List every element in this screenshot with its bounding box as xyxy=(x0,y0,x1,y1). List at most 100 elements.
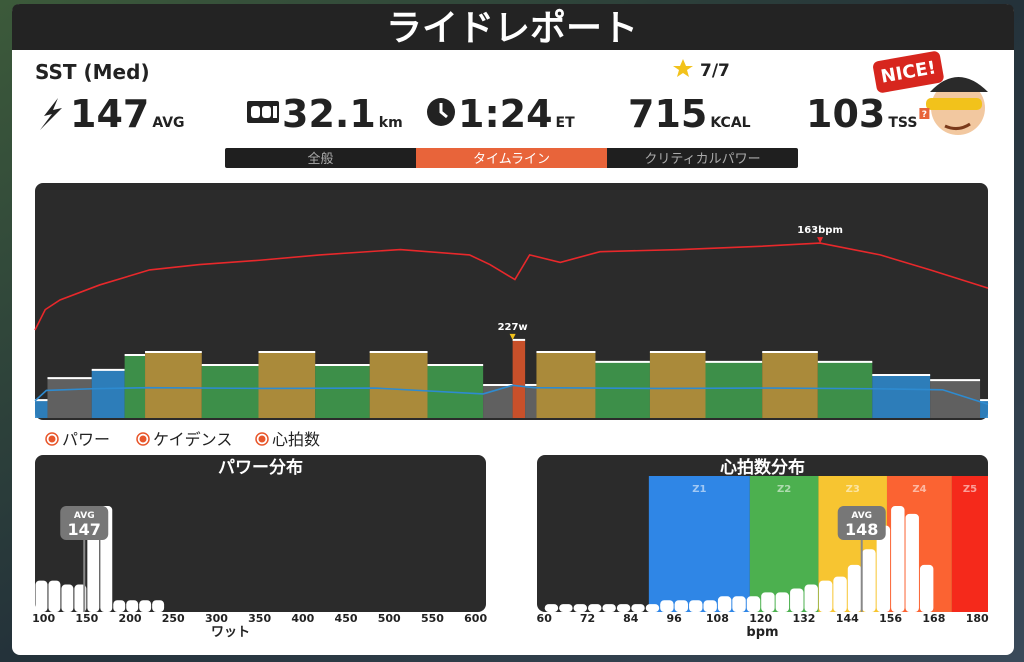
histogram-bar xyxy=(775,592,790,612)
histogram-bar xyxy=(113,600,126,612)
histogram-bar xyxy=(761,592,775,612)
histogram-bar xyxy=(818,580,833,612)
avg-badge xyxy=(837,506,886,540)
avg-badge xyxy=(60,506,109,540)
x-tick-label: 550 xyxy=(421,612,444,625)
power-zone-block xyxy=(762,351,818,418)
annotation-marker xyxy=(509,333,516,340)
histogram-bar xyxy=(717,596,732,612)
x-axis-label: bpm xyxy=(746,625,778,640)
workout-name: SST (Med) xyxy=(35,60,150,84)
histogram-bar xyxy=(862,549,876,612)
zone-label: Z1 xyxy=(692,484,706,495)
annotation-label: 163bpm xyxy=(797,225,843,236)
stat-value: 32.1 xyxy=(282,92,376,136)
x-tick-label: 400 xyxy=(291,612,314,625)
power-icon xyxy=(40,98,62,130)
histogram-title: 心拍数分布 xyxy=(720,457,805,478)
cadence-line xyxy=(34,384,989,405)
x-tick-label: 150 xyxy=(75,612,98,625)
star-count: 7/7 xyxy=(700,61,730,81)
histogram-bar xyxy=(35,580,48,612)
power-zone-block xyxy=(145,351,202,418)
power-zone-block xyxy=(536,351,596,418)
histogram-bar xyxy=(703,600,717,612)
avg-label: AVG xyxy=(74,511,95,521)
tab-label[interactable]: クリティカルパワー xyxy=(644,152,760,167)
x-tick-label: 100 xyxy=(32,612,55,625)
stat-value: 1:24 xyxy=(458,92,553,136)
help-text[interactable]: ? xyxy=(922,110,927,120)
histogram-bar xyxy=(645,604,660,612)
tab-label[interactable]: タイムライン xyxy=(473,152,550,167)
power-zone-block xyxy=(35,400,48,418)
annotation-marker xyxy=(817,237,824,244)
avg-value: 147 xyxy=(68,520,101,539)
x-tick-label: 168 xyxy=(922,612,945,625)
histogram-bar xyxy=(139,600,152,612)
avg-value: 148 xyxy=(845,520,878,539)
x-tick-label: 200 xyxy=(119,612,142,625)
nice-badge: NICE! xyxy=(873,51,988,135)
stat-unit: TSS xyxy=(888,115,917,131)
histogram-bar xyxy=(588,604,602,612)
histogram-bar xyxy=(689,600,703,612)
help-box xyxy=(919,108,930,119)
x-tick-label: 108 xyxy=(706,612,729,625)
histogram-bar xyxy=(891,506,905,612)
legend-label[interactable]: 心拍数 xyxy=(272,430,320,449)
histogram-bar xyxy=(559,604,573,612)
power-zone-block xyxy=(525,384,537,418)
x-tick-label: 84 xyxy=(623,612,639,625)
zone-label: Z2 xyxy=(777,484,791,495)
histogram-bar xyxy=(61,584,74,612)
power-zone-block xyxy=(872,374,931,418)
power-distribution-panel xyxy=(35,455,486,612)
histogram-bar xyxy=(804,584,818,612)
legend-marker-dot xyxy=(139,435,147,443)
stat-value: 147 xyxy=(70,92,149,136)
x-tick-label: 144 xyxy=(836,612,859,625)
tab-label[interactable]: 全般 xyxy=(307,151,333,167)
power-zone-block xyxy=(91,369,125,418)
histogram-bar xyxy=(905,513,919,612)
legend-marker-dot xyxy=(258,435,266,443)
histogram-bar xyxy=(602,604,616,612)
x-tick-label: 350 xyxy=(248,612,271,625)
histogram-bar xyxy=(833,576,847,612)
histogram-bar xyxy=(573,604,588,612)
zone-label: Z4 xyxy=(912,484,926,495)
histogram-bar xyxy=(544,604,559,612)
x-tick-label: 156 xyxy=(879,612,902,625)
histogram-bar xyxy=(631,604,645,612)
power-zone-block xyxy=(47,378,92,418)
stat-value: 715 xyxy=(628,92,707,136)
star-icon xyxy=(673,59,693,77)
legend-label[interactable]: パワー xyxy=(62,430,110,449)
power-zone-block xyxy=(315,365,370,418)
x-axis-label: ワット xyxy=(211,625,250,640)
annotation-label: 227w xyxy=(498,322,528,333)
histogram-bar xyxy=(732,596,746,612)
power-zone-block xyxy=(595,361,650,418)
distance-icon xyxy=(247,101,279,123)
histogram-bar xyxy=(746,596,761,612)
x-tick-label: 60 xyxy=(537,612,553,625)
histogram-bar xyxy=(616,604,631,612)
avg-label: AVG xyxy=(851,511,872,521)
power-zone-block xyxy=(124,355,146,418)
stat-unit: KCAL xyxy=(710,115,750,131)
power-zone-block xyxy=(705,361,763,418)
power-zone-block xyxy=(258,351,316,418)
histogram-bar xyxy=(660,600,674,612)
hr-zone xyxy=(951,476,988,612)
heart-rate-line xyxy=(34,242,989,331)
tab-active[interactable] xyxy=(416,148,607,168)
stat-unit: ET xyxy=(556,115,576,131)
legend-label[interactable]: ケイデンス xyxy=(153,430,232,449)
x-tick-label: 72 xyxy=(580,612,595,625)
stat-unit: km xyxy=(379,115,403,131)
x-tick-label: 500 xyxy=(378,612,401,625)
